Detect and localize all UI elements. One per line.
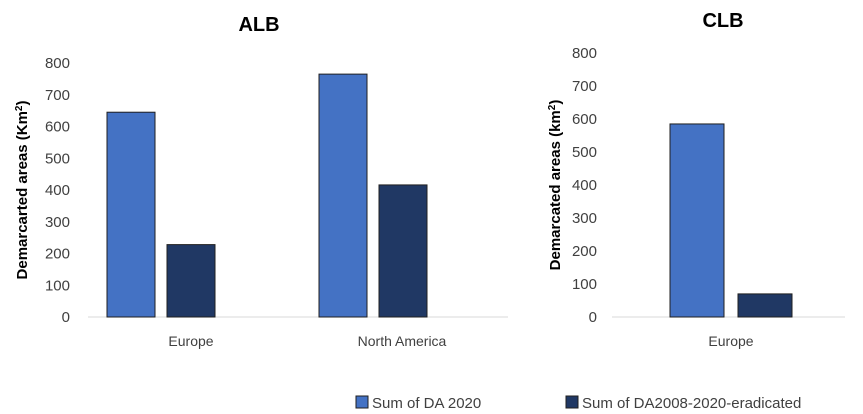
alb-bar-europe-sum-of-da-2020 [106, 111, 156, 318]
alb-bars [106, 73, 428, 318]
alb-chart: ALB Demarcarted areas (Km2) 0 100 200 300 40… [14, 14, 508, 349]
clb-chart-title: CLB [702, 10, 743, 32]
legend-label-da-2020: Sum of DA 2020 [372, 395, 481, 412]
clb-y-tick-500: 500 [572, 144, 597, 161]
alb-y-tick-0: 0 [62, 309, 70, 326]
clb-y-tick-300: 300 [572, 210, 597, 227]
legend: Sum of DA 2020 Sum of DA2008-2020-eradic… [355, 395, 801, 412]
clb-bar-europe-sum-of-da-2020 [669, 123, 725, 318]
alb-y-tick-500: 500 [45, 150, 70, 167]
alb-category-label-north-america: North America [358, 333, 447, 349]
clb-chart: CLB Demarcated areas (km2) 0 100 200 300 400… [547, 10, 845, 349]
legend-swatch-da-2020 [355, 395, 369, 409]
alb-y-tick-600: 600 [45, 119, 70, 136]
alb-y-tick-700: 700 [45, 87, 70, 104]
alb-y-tick-200: 200 [45, 246, 70, 263]
legend-swatch-da-eradicated [565, 395, 579, 409]
alb-y-axis-label: Demarcarted areas (Km2) [14, 101, 32, 280]
alb-y-tick-400: 400 [45, 182, 70, 199]
alb-chart-title: ALB [238, 14, 279, 36]
clb-y-ticks: 0 100 200 300 400 500 600 700 800 [572, 45, 597, 326]
alb-y-tick-300: 300 [45, 214, 70, 231]
alb-category-label-europe: Europe [168, 333, 213, 349]
clb-y-tick-0: 0 [589, 309, 597, 326]
clb-y-tick-700: 700 [572, 78, 597, 95]
clb-bar-europe-sum-of-da2008-2020-eradicated [737, 293, 793, 318]
clb-bars [669, 123, 793, 318]
legend-label-da-eradicated: Sum of DA2008-2020-eradicated [582, 395, 801, 412]
clb-y-axis-label: Demarcated areas (km2) [547, 100, 565, 271]
alb-y-tick-100: 100 [45, 277, 70, 294]
clb-y-tick-400: 400 [572, 177, 597, 194]
alb-y-tick-800: 800 [45, 55, 70, 72]
alb-y-ticks: 0 100 200 300 400 500 600 700 800 [45, 55, 70, 326]
alb-bar-north-america-sum-of-da2008-2020-eradicated [378, 184, 428, 318]
clb-y-tick-200: 200 [572, 243, 597, 260]
clb-category-label-europe: Europe [708, 333, 753, 349]
clb-y-tick-100: 100 [572, 276, 597, 293]
alb-bar-north-america-sum-of-da-2020 [318, 73, 368, 318]
clb-y-tick-800: 800 [572, 45, 597, 62]
clb-y-tick-600: 600 [572, 111, 597, 128]
alb-bar-europe-sum-of-da2008-2020-eradicated [166, 244, 216, 318]
